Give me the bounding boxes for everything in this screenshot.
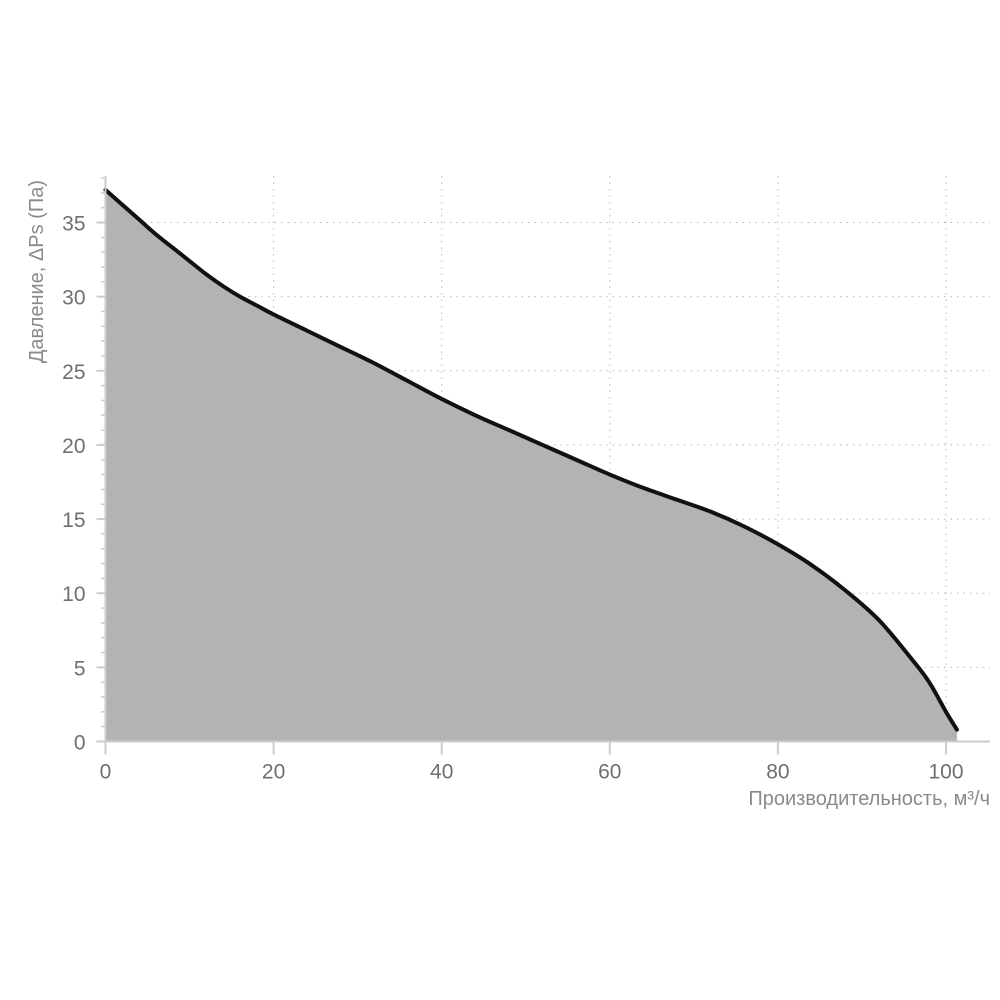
x-tick-label: 40 [430,761,453,784]
y-axis-ticks [96,221,106,743]
y-tick-label: 0 [74,732,86,755]
y-axis-tick-labels: 0 5 10 15 20 25 30 35 [62,213,85,755]
minor-axis-ticks [101,177,106,728]
x-tick-label: 0 [100,761,112,784]
y-tick-label: 10 [62,583,85,606]
x-axis-ticks [104,741,947,755]
axis-lines [104,176,990,743]
x-tick-label: 80 [766,761,789,784]
area-fill [105,189,957,742]
y-tick-label: 5 [74,657,86,680]
y-tick-label: 15 [62,509,85,532]
y-tick-label: 30 [62,287,85,310]
x-tick-label: 100 [928,761,963,784]
x-axis-tick-labels: 0 20 40 60 80 100 [100,761,964,784]
pressure-curve-area [103,187,959,742]
x-tick-label: 60 [598,761,621,784]
y-tick-label: 20 [62,435,85,458]
y-tick-label: 35 [62,213,85,236]
y-axis-title: Давление, ΔPs (Па) [26,180,48,363]
pressure-curve-line [103,187,959,732]
y-tick-label: 25 [62,361,85,384]
x-axis-title: Производительность, м³/ч [748,788,990,810]
x-tick-label: 20 [262,761,285,784]
